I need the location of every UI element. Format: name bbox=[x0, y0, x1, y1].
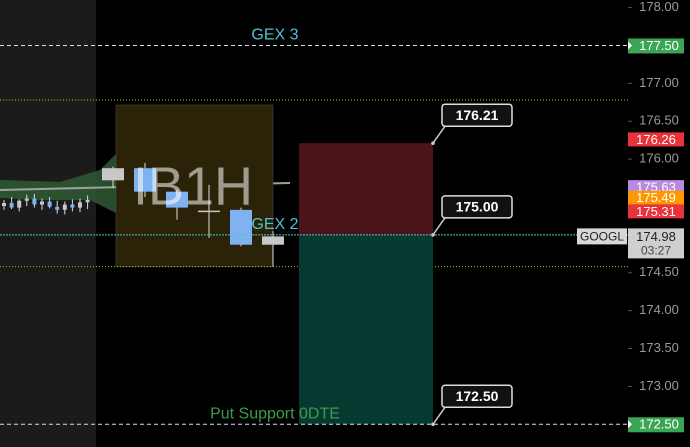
callout-pointer bbox=[432, 406, 446, 425]
opening-range-label: IB1H bbox=[133, 156, 253, 216]
y-tick-label: 173.00 bbox=[639, 378, 679, 393]
price-tag bbox=[628, 132, 684, 147]
candle-body bbox=[78, 202, 82, 208]
candle-body bbox=[24, 198, 29, 201]
level-tag bbox=[628, 417, 684, 433]
candle-body bbox=[70, 204, 75, 208]
candle-body bbox=[85, 200, 90, 203]
callout-point bbox=[431, 233, 435, 237]
candle-body bbox=[262, 236, 284, 245]
last-price-label: 174.98 bbox=[636, 229, 676, 244]
symbol-label: GOOGL bbox=[580, 230, 624, 244]
level-tag-label: 177.50 bbox=[639, 38, 679, 53]
risk-zone bbox=[299, 143, 433, 235]
level-label: GEX 3 bbox=[251, 27, 298, 44]
candle-body bbox=[230, 209, 252, 245]
level-tag-arrow bbox=[628, 420, 632, 429]
session-shade bbox=[0, 0, 96, 447]
symbol-tag bbox=[577, 228, 627, 245]
y-tick-label: 173.50 bbox=[639, 340, 679, 355]
countdown-label: 03:27 bbox=[641, 244, 671, 258]
candle-body bbox=[102, 168, 124, 181]
candle-body bbox=[32, 198, 37, 205]
y-tick-label: 176.50 bbox=[639, 113, 679, 128]
price-tag-label: 175.49 bbox=[636, 190, 676, 205]
callout-point bbox=[431, 141, 435, 145]
level-tag bbox=[628, 38, 684, 54]
candle-body bbox=[40, 201, 44, 205]
price-tag bbox=[628, 180, 684, 195]
candle-body bbox=[9, 203, 14, 208]
price-tag-label: 176.26 bbox=[636, 132, 676, 147]
y-tick-label: 174.50 bbox=[639, 264, 679, 279]
level-tag-arrow bbox=[628, 41, 632, 50]
candle-body bbox=[134, 168, 156, 192]
candle-body bbox=[55, 206, 60, 210]
candle-body bbox=[166, 191, 188, 208]
price-tag bbox=[628, 190, 684, 205]
level-label: GEX 2 bbox=[251, 216, 298, 233]
level-tag-label: 172.50 bbox=[639, 417, 679, 432]
callout-label: 172.50 bbox=[456, 388, 499, 404]
y-tick-label: 176.00 bbox=[639, 151, 679, 166]
callout-label: 175.00 bbox=[456, 199, 499, 215]
callout-box bbox=[441, 384, 513, 409]
callout-pointer bbox=[432, 125, 446, 144]
candle-body bbox=[198, 210, 220, 213]
last-price-tag bbox=[628, 228, 684, 259]
price-tag-label: 175.31 bbox=[636, 204, 676, 219]
price-tag bbox=[628, 204, 684, 219]
y-tick-label: 177.00 bbox=[639, 75, 679, 90]
callout-label: 176.21 bbox=[456, 107, 499, 123]
callout-point bbox=[431, 422, 435, 427]
y-tick-label: 178.00 bbox=[639, 0, 679, 14]
callout-box bbox=[441, 103, 513, 127]
reward-zone bbox=[299, 234, 433, 425]
y-tick-label: 174.00 bbox=[639, 302, 679, 317]
callout-box bbox=[441, 195, 513, 219]
level-label: Put Support 0DTE bbox=[210, 405, 340, 422]
candle-body bbox=[47, 201, 52, 207]
callout-pointer bbox=[432, 217, 446, 236]
candle-body bbox=[62, 204, 67, 210]
candle-body bbox=[17, 200, 22, 208]
candle-body bbox=[2, 203, 6, 207]
